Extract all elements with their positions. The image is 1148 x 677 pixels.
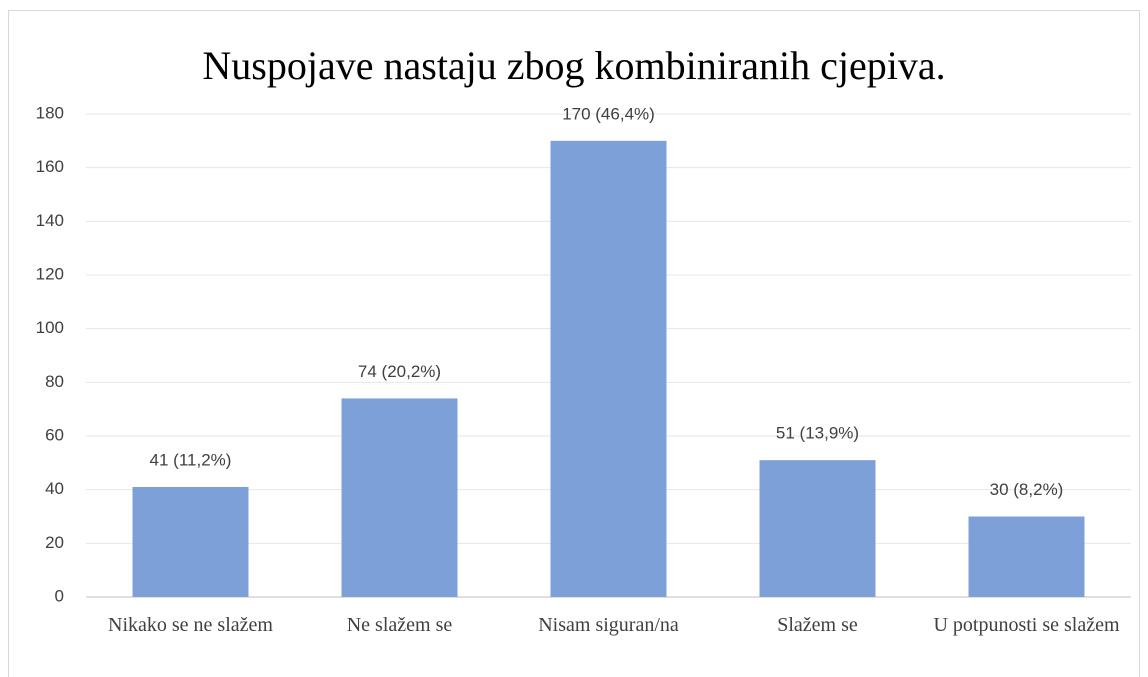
bar (550, 140, 667, 598)
data-label: 41 (11,2%) (150, 450, 232, 469)
x-tick-label: U potpunosti se slažem (933, 614, 1120, 636)
y-tick-label: 180 (36, 103, 64, 122)
data-label: 170 (46,4%) (562, 104, 655, 123)
bar (132, 486, 249, 597)
data-label: 74 (20,2%) (358, 362, 441, 381)
bar (341, 398, 458, 597)
bar (968, 516, 1085, 597)
y-tick-label: 160 (36, 157, 64, 176)
data-label: 30 (8,2%) (990, 480, 1064, 499)
x-tick-label: Nikako se ne slažem (108, 614, 273, 636)
y-tick-label: 120 (36, 264, 64, 283)
y-tick-label: 80 (45, 372, 64, 391)
y-tick-label: 140 (36, 211, 64, 230)
bar (759, 460, 876, 597)
x-tick-label: Nisam siguran/na (538, 614, 679, 636)
data-label: 51 (13,9%) (776, 424, 859, 443)
x-tick-label: Slažem se (777, 614, 858, 636)
y-tick-label: 100 (36, 318, 64, 337)
y-tick-label: 40 (45, 479, 64, 498)
y-tick-label: 60 (45, 425, 64, 444)
y-tick-label: 20 (45, 533, 64, 552)
chart-title: Nuspojave nastaju zbog kombiniranih cjep… (202, 43, 945, 88)
y-tick-label: 0 (55, 586, 64, 605)
x-tick-label: Ne slažem se (346, 614, 453, 636)
